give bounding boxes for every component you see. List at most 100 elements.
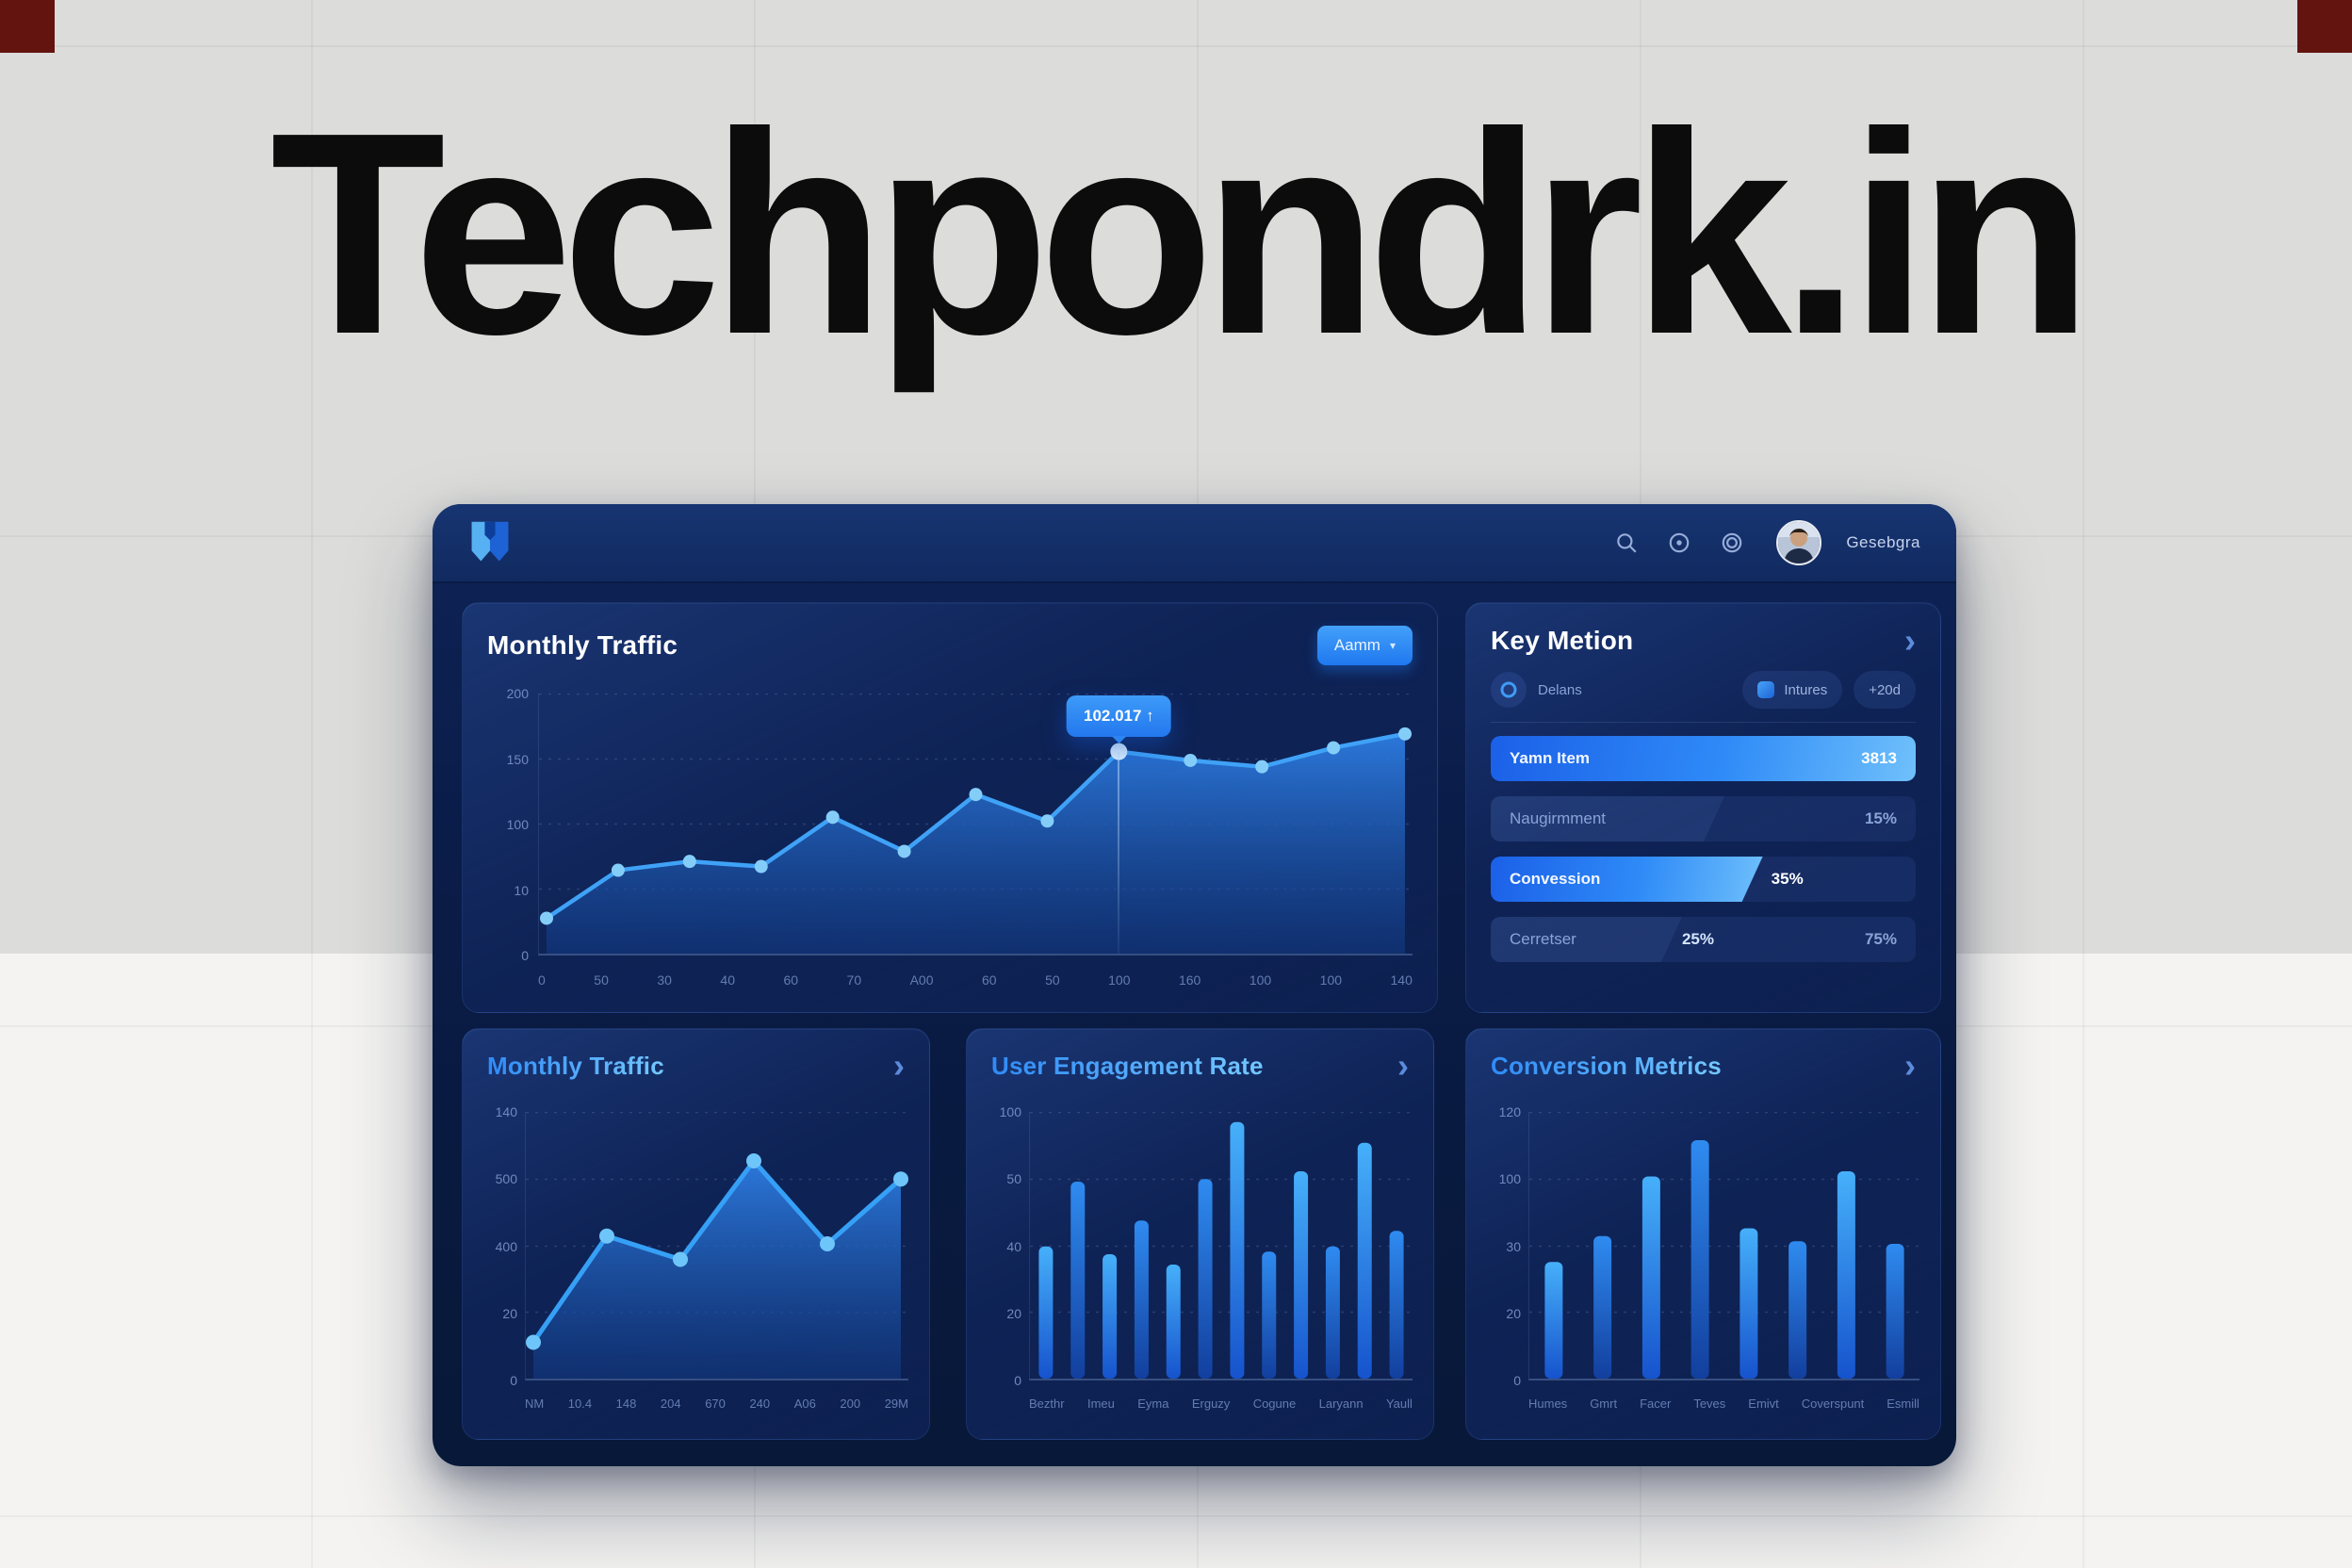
bar[interactable] xyxy=(1325,1246,1340,1379)
x-tick: Humes xyxy=(1528,1396,1568,1411)
chevron-right-icon[interactable]: › xyxy=(893,1046,905,1086)
area-chart[interactable] xyxy=(525,1111,908,1380)
metric-progress-fill xyxy=(1491,917,1682,962)
data-point[interactable] xyxy=(682,855,696,869)
data-point[interactable] xyxy=(526,1334,541,1350)
bar[interactable] xyxy=(1038,1246,1054,1379)
x-tick: A00 xyxy=(909,972,934,988)
card-title: Monthly Traffic xyxy=(487,1052,664,1080)
y-axis-labels: 200 150 100 10 0 xyxy=(478,686,529,963)
data-point[interactable] xyxy=(1398,727,1412,741)
metric-row[interactable]: Cerretser 25% 75% xyxy=(1491,917,1916,962)
data-point[interactable] xyxy=(746,1153,761,1168)
header-actions: Gesebgra xyxy=(1612,520,1920,565)
x-axis-labels: 0 50 30 40 60 70 A00 60 50 100 160 100 100 140 xyxy=(538,972,1413,988)
data-point[interactable] xyxy=(893,1171,908,1187)
chevron-right-icon[interactable]: › xyxy=(1904,1046,1916,1086)
x-axis-labels: NM 10.4 148 204 670 240 A06 200 29M xyxy=(525,1396,908,1411)
metric-label: Yamn Item xyxy=(1510,749,1591,767)
x-tick: 100 xyxy=(1319,972,1343,988)
bar[interactable] xyxy=(1102,1254,1118,1379)
bar[interactable] xyxy=(1230,1121,1245,1379)
chevron-right-icon[interactable]: › xyxy=(1397,1046,1409,1086)
x-tick: Yaull xyxy=(1385,1396,1413,1411)
data-point[interactable] xyxy=(969,788,983,802)
data-point[interactable] xyxy=(611,863,625,877)
card-monthly-traffic-main: Monthly Traffic Aamm ▾ 200 150 100 10 0 102.… xyxy=(462,602,1438,1013)
bar[interactable] xyxy=(1389,1231,1404,1379)
data-point[interactable] xyxy=(1255,760,1269,774)
avatar[interactable] xyxy=(1776,520,1822,565)
metric-value: 3813 xyxy=(1861,749,1897,767)
data-point[interactable] xyxy=(1327,741,1341,755)
x-tick: Laryann xyxy=(1318,1396,1364,1411)
notifications-icon[interactable] xyxy=(1665,529,1693,557)
bar-chart-svg xyxy=(1030,1111,1413,1379)
bar-chart[interactable] xyxy=(1528,1111,1919,1380)
data-point[interactable] xyxy=(1040,814,1054,828)
settings-icon[interactable] xyxy=(1718,529,1746,557)
card-conversion-metrics: Conversion Metrics › 120 100 30 20 0 Humes Gm… xyxy=(1465,1028,1941,1440)
metric-list: Yamn Item 3813 Naugirmment 15% Convession 35%… xyxy=(1466,736,1940,962)
bar[interactable] xyxy=(1294,1171,1309,1379)
chart-tooltip: 102.017 ↑ xyxy=(1066,694,1171,737)
x-tick: 50 xyxy=(1045,972,1060,988)
x-tick: 204 xyxy=(660,1396,681,1411)
bar[interactable] xyxy=(1134,1220,1149,1379)
bar-chart[interactable] xyxy=(1029,1111,1413,1380)
bar[interactable] xyxy=(1357,1142,1372,1379)
metric-row[interactable]: Convession 35% xyxy=(1491,857,1916,902)
data-point[interactable] xyxy=(820,1236,835,1251)
bar[interactable] xyxy=(1262,1251,1277,1379)
x-tick: 160 xyxy=(1178,972,1201,988)
bar[interactable] xyxy=(1788,1241,1807,1379)
metric-row[interactable]: Yamn Item 3813 xyxy=(1491,736,1916,781)
data-point[interactable] xyxy=(599,1228,614,1244)
data-point[interactable] xyxy=(673,1251,688,1267)
bar[interactable] xyxy=(1886,1244,1904,1379)
y-tick: 200 xyxy=(506,686,529,701)
card-header: Monthly Traffic Aamm ▾ xyxy=(463,603,1437,665)
x-tick: A06 xyxy=(793,1396,816,1411)
card-title: User Engagement Rate xyxy=(991,1052,1264,1080)
x-tick: Emivt xyxy=(1748,1396,1779,1411)
metric-filter-icon[interactable] xyxy=(1491,672,1527,708)
y-tick: 400 xyxy=(495,1238,517,1254)
data-point[interactable] xyxy=(825,810,840,825)
line-chart[interactable]: 102.017 ↑ xyxy=(538,693,1413,956)
bar[interactable] xyxy=(1070,1182,1086,1379)
data-point[interactable] xyxy=(540,911,553,925)
x-tick: Cogune xyxy=(1252,1396,1297,1411)
bar[interactable] xyxy=(1642,1176,1660,1380)
search-icon[interactable] xyxy=(1612,529,1641,557)
bar[interactable] xyxy=(1837,1171,1855,1379)
metric-pill-category[interactable]: Intures xyxy=(1742,671,1843,709)
bar[interactable] xyxy=(1690,1140,1709,1379)
bar[interactable] xyxy=(1166,1265,1181,1379)
y-tick: 0 xyxy=(1513,1373,1521,1388)
data-point[interactable] xyxy=(897,844,911,858)
y-tick: 30 xyxy=(1506,1238,1521,1254)
y-tick: 0 xyxy=(521,948,529,963)
bar[interactable] xyxy=(1198,1179,1213,1379)
metric-filter-label: Delans xyxy=(1538,681,1582,698)
x-tick: Bezthr xyxy=(1029,1396,1065,1411)
data-point[interactable] xyxy=(1184,753,1198,767)
range-dropdown-button[interactable]: Aamm ▾ xyxy=(1316,626,1413,665)
card-header: Monthly Traffic › xyxy=(463,1029,929,1086)
y-tick: 20 xyxy=(1006,1305,1021,1321)
x-tick: 60 xyxy=(982,972,997,988)
metric-row[interactable]: Naugirmment 15% xyxy=(1491,796,1916,841)
x-tick: Eyma xyxy=(1137,1396,1169,1411)
bar[interactable] xyxy=(1740,1228,1758,1380)
x-tick: Coverspunt xyxy=(1801,1396,1865,1411)
chevron-right-icon[interactable]: › xyxy=(1904,620,1916,660)
metric-pill-range[interactable]: +20d xyxy=(1854,671,1916,709)
dashboard-header: Gesebgra xyxy=(433,504,1956,581)
bar-chart-svg xyxy=(1529,1111,1919,1380)
data-point[interactable] xyxy=(754,859,768,874)
app-logo-icon[interactable] xyxy=(468,519,512,566)
metric-progress-fill xyxy=(1491,857,1763,902)
bar[interactable] xyxy=(1593,1235,1612,1379)
bar[interactable] xyxy=(1544,1262,1563,1379)
